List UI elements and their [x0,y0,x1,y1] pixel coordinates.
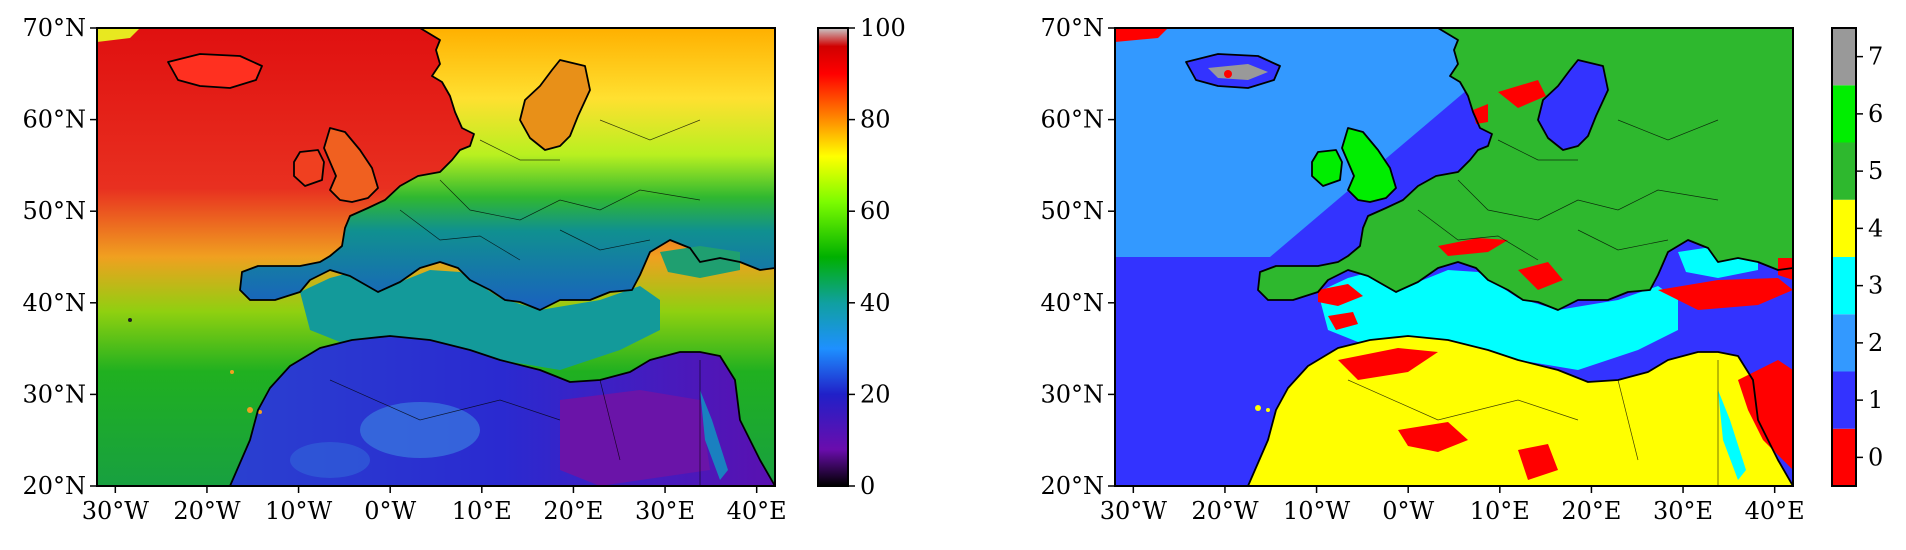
right-colorbar-tick-label: 1 [1868,386,1883,414]
right-lon-tick-label: 40°E [1745,497,1805,525]
right-lon-tick-label: 0°W [1382,497,1434,525]
left-map-raster [97,28,775,486]
right-lat-tick-label: 50°N [1040,197,1104,225]
left-lon-tick-label: 20°W [173,497,241,525]
right-colorbar-tick-label: 2 [1868,329,1883,357]
right-lat-tick-label: 30°N [1040,380,1104,408]
left-lat-tick-label: 50°N [22,197,86,225]
left-colorbar-tick-label: 60 [860,197,891,225]
right-colorbar-frame [1831,27,1857,487]
right-lon-tick-label: 20°E [1561,497,1621,525]
left-lat-axis: 70°N 60°N 50°N 40°N 30°N 20°N [22,14,97,500]
left-lon-tick-label: 20°E [543,497,603,525]
left-lon-tick-label: 40°E [727,497,787,525]
left-colorbar-tick-label: 0 [860,472,875,500]
right-lat-tick-label: 40°N [1040,289,1104,317]
right-lat-tick-label: 60°N [1040,106,1104,134]
right-lon-axis: 30°W 20°W 10°W 0°W 10°E 20°E 30°E 40°E [1100,486,1805,525]
left-colorbar: 0 20 40 60 80 100 [817,14,906,500]
right-lon-tick-label: 20°W [1191,497,1259,525]
right-colorbar-tick-label: 3 [1868,272,1883,300]
left-lon-tick-label: 0°W [364,497,416,525]
left-colorbar-ticks: 0 20 40 60 80 100 [848,14,906,500]
right-colorbar-class-block [1832,199,1856,257]
right-colorbar-ticks: 0 1 2 3 4 5 6 7 [1856,43,1883,471]
right-colorbar: 0 1 2 3 4 5 6 7 [1831,27,1883,487]
right-lat-tick-label: 20°N [1040,472,1104,500]
right-colorbar-class-block [1832,314,1856,372]
left-lon-tick-label: 10°W [265,497,333,525]
right-colorbar-tick-label: 7 [1868,43,1883,71]
right-colorbar-tick-label: 0 [1868,443,1883,471]
right-colorbar-tick-label: 6 [1868,100,1883,128]
left-colorbar-gradient [818,28,848,486]
right-colorbar-tick-label: 5 [1868,157,1883,185]
right-lon-tick-label: 30°E [1653,497,1713,525]
left-lon-axis: 30°W 20°W 10°W 0°W 10°E 20°E 30°E 40°E [82,486,787,525]
left-lon-tick-label: 30°W [82,497,150,525]
left-colorbar-tick-label: 80 [860,106,891,134]
right-colorbar-class-block [1832,28,1856,86]
right-map-frame [1114,27,1794,487]
right-colorbar-class-block [1832,371,1856,429]
right-colorbar-tick-label: 4 [1868,214,1883,242]
right-map: 70°N 60°N 50°N 40°N 30°N 20°N 30°W 20°W 10°W 0°W… [1040,14,1804,525]
left-lat-tick-label: 20°N [22,472,86,500]
left-lat-tick-label: 40°N [22,289,86,317]
left-map: 70°N 60°N 50°N 40°N 30°N 20°N 30°W 20°W 10°W 0°W… [22,14,786,525]
left-colorbar-tick-label: 100 [860,14,906,42]
right-map-coastlines [1185,28,1793,486]
left-colorbar-tick-label: 20 [860,380,891,408]
right-colorbar-class-block [1832,142,1856,200]
right-lat-axis: 70°N 60°N 50°N 40°N 30°N 20°N [1040,14,1115,500]
left-colorbar-frame [817,27,849,487]
right-lon-tick-label: 10°E [1470,497,1530,525]
right-lon-tick-label: 30°W [1100,497,1168,525]
left-colorbar-tick-label: 40 [860,289,891,317]
left-lat-tick-label: 60°N [22,106,86,134]
right-colorbar-class-block [1832,85,1856,143]
right-colorbar-class-block [1832,428,1856,486]
left-map-coastlines [167,28,775,486]
right-map-raster [1115,28,1793,486]
right-colorbar-class-block [1832,257,1856,315]
left-lat-tick-label: 70°N [22,14,86,42]
left-lon-tick-label: 10°E [452,497,512,525]
right-lon-tick-label: 10°W [1283,497,1351,525]
left-lon-tick-label: 30°E [635,497,695,525]
left-map-frame [96,27,776,487]
right-lat-tick-label: 70°N [1040,14,1104,42]
left-lat-tick-label: 30°N [22,380,86,408]
right-colorbar-blocks [1832,28,1856,486]
